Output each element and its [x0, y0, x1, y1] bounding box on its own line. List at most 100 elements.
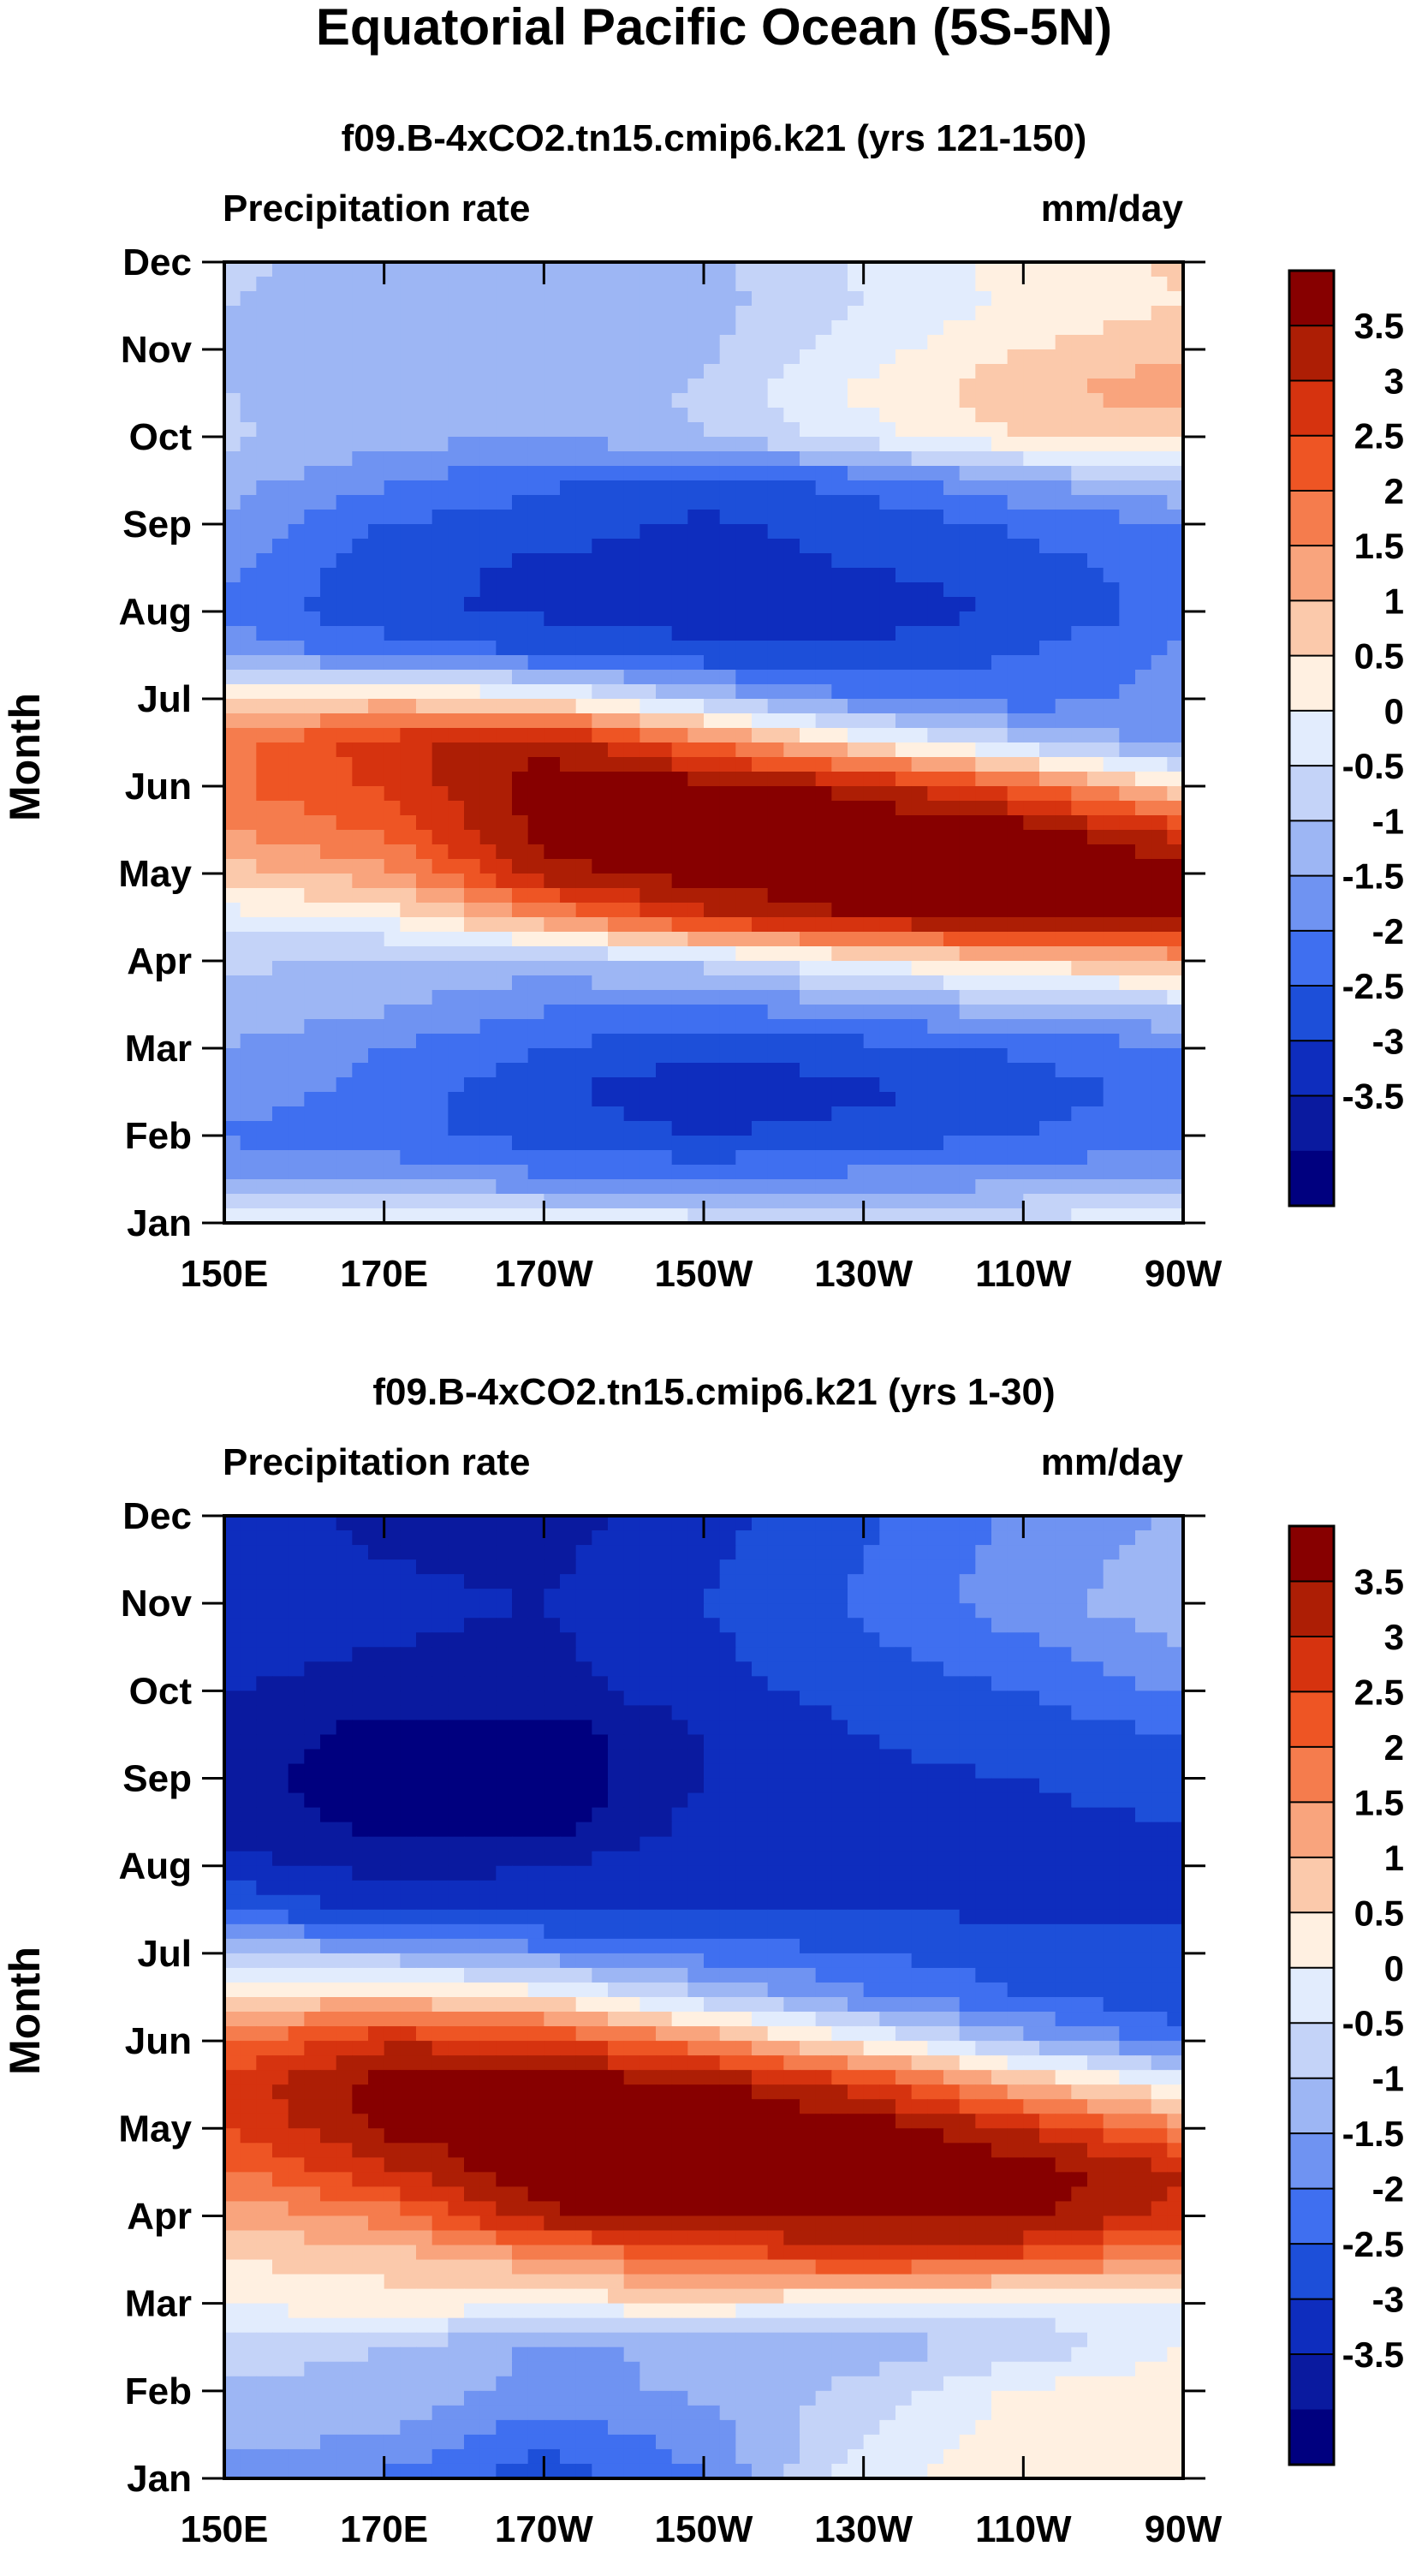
panel-1-heat-cell — [464, 291, 481, 307]
panel-1-heat-cell — [800, 1121, 817, 1136]
panel-1-heat-cell — [783, 466, 800, 481]
panel-1-heat-cell — [431, 990, 449, 1005]
panel-2-heat-cell — [1071, 1618, 1088, 1633]
panel-1-heat-cell — [735, 655, 753, 671]
panel-1-heat-cell — [431, 830, 449, 845]
panel-1-heat-cell — [575, 888, 592, 903]
panel-1-heat-cell — [544, 539, 561, 554]
panel-1-heat-cell — [224, 524, 241, 540]
panel-1-heat-cell — [911, 1063, 928, 1078]
panel-2-heat-cell — [687, 1603, 705, 1619]
panel-2-heat-cell — [1071, 1720, 1088, 1736]
panel-1-heat-cell — [575, 480, 592, 496]
panel-1-heat-cell — [320, 466, 337, 481]
panel-1-heat-cell — [623, 568, 640, 583]
panel-1-heat-cell — [431, 393, 449, 408]
panel-1-heat-cell — [800, 1165, 817, 1180]
panel-2-heat-cell — [544, 1647, 561, 1662]
panel-1-heat-cell — [1135, 393, 1152, 408]
panel-1-heat-cell — [304, 917, 321, 933]
panel-1-heat-cell — [1151, 1121, 1168, 1136]
panel-2-heat-cell — [320, 1632, 337, 1648]
panel-1-heat-cell — [735, 262, 753, 277]
panel-1-heat-cell — [272, 772, 289, 787]
panel-2-heat-cell — [927, 1676, 944, 1691]
panel-2-heat-cell — [1135, 1720, 1152, 1736]
panel-1-heat-cell — [416, 1208, 433, 1224]
panel-2-heat-cell — [368, 1516, 385, 1531]
panel-1-heat-cell — [224, 510, 241, 525]
panel-1-heat-cell — [400, 1194, 417, 1209]
panel-1-heat-cell — [575, 553, 592, 569]
panel-2-heat-cell — [544, 1603, 561, 1619]
panel-1-heat-cell — [783, 1092, 800, 1107]
panel-1-heat-cell — [464, 801, 481, 816]
panel-1-heat-cell — [704, 742, 721, 758]
panel-1-heat-cell — [943, 422, 961, 438]
panel-1-heat-cell — [608, 1063, 625, 1078]
panel-1-heat-cell — [512, 364, 529, 379]
panel-1-heat-cell — [224, 539, 241, 554]
panel-1-heat-cell — [687, 699, 705, 714]
panel-1-heat-cell — [1055, 786, 1072, 802]
panel-1-heat-cell — [224, 1179, 241, 1195]
panel-1-heat-cell — [527, 582, 544, 598]
panel-1-heat-cell — [943, 946, 961, 962]
panel-1-heat-cell — [575, 539, 592, 554]
panel-1-heat-cell — [1071, 408, 1088, 423]
panel-1-heat-cell — [767, 1048, 784, 1064]
panel-1-heat-cell — [368, 728, 385, 743]
panel-1-heat-cell — [1071, 786, 1088, 802]
panel-1-heat-cell — [368, 291, 385, 307]
panel-1-heat-cell — [288, 641, 305, 656]
panel-1-heat-cell — [416, 1048, 433, 1064]
panel-1-heat-cell — [479, 568, 497, 583]
panel-1-heat-cell — [911, 655, 928, 671]
panel-1-heat-cell — [1087, 917, 1104, 933]
panel-1-heat-cell — [975, 1005, 992, 1020]
panel-1-heat-cell — [1151, 1048, 1168, 1064]
panel-1-heat-cell — [320, 306, 337, 321]
panel-1-heat-cell — [464, 1034, 481, 1049]
panel-2-heat-cell — [1023, 1516, 1040, 1531]
panel-1-heat-cell — [704, 524, 721, 540]
panel-1-heat-cell — [959, 844, 976, 860]
panel-1-heat-cell — [352, 1179, 369, 1195]
panel-2-heat-cell — [400, 1618, 417, 1633]
panel-1-heat-cell — [272, 422, 289, 438]
panel-1-heat-cell — [719, 903, 736, 918]
panel-1-heat-cell — [1039, 1034, 1056, 1049]
panel-1-heat-cell — [384, 1034, 401, 1049]
panel-1-heat-cell — [431, 1208, 449, 1224]
panel-2-heat-cell — [240, 1632, 257, 1648]
panel-1-heat-cell — [304, 422, 321, 438]
panel-1-heat-cell — [1087, 830, 1104, 845]
panel-1-heat-cell — [416, 1063, 433, 1078]
panel-1-heat-cell — [416, 699, 433, 714]
panel-1-heat-cell — [512, 815, 529, 831]
panel-1-heat-cell — [927, 1165, 944, 1180]
panel-1-heat-cell — [1119, 786, 1136, 802]
panel-1-heat-cell — [1103, 801, 1120, 816]
panel-1-heat-cell — [1119, 1208, 1136, 1224]
panel-2-heat-cell — [991, 1516, 1009, 1531]
panel-1-heat-cell — [1087, 772, 1104, 787]
panel-1-heat-cell — [527, 1136, 544, 1151]
panel-1-heat-cell — [879, 524, 896, 540]
panel-1-heat-cell — [831, 874, 848, 889]
panel-2-heat-cell — [719, 1632, 736, 1648]
panel-1-heat-cell — [863, 451, 880, 467]
panel-1-heat-cell — [831, 495, 848, 510]
panel-1-heat-cell — [671, 990, 688, 1005]
panel-1-heat-cell — [687, 1179, 705, 1195]
panel-1-heat-cell — [640, 611, 657, 627]
panel-1-heat-cell — [767, 553, 784, 569]
panel-1-heat-cell — [1119, 641, 1136, 656]
panel-1-heat-cell — [640, 262, 657, 277]
panel-1-heat-cell — [368, 393, 385, 408]
panel-1-heat-cell — [304, 874, 321, 889]
panel-1-heat-cell — [991, 626, 1009, 641]
panel-1-heat-cell — [464, 1150, 481, 1166]
panel-1-heat-cell — [384, 291, 401, 307]
panel-1-heat-cell — [431, 859, 449, 874]
